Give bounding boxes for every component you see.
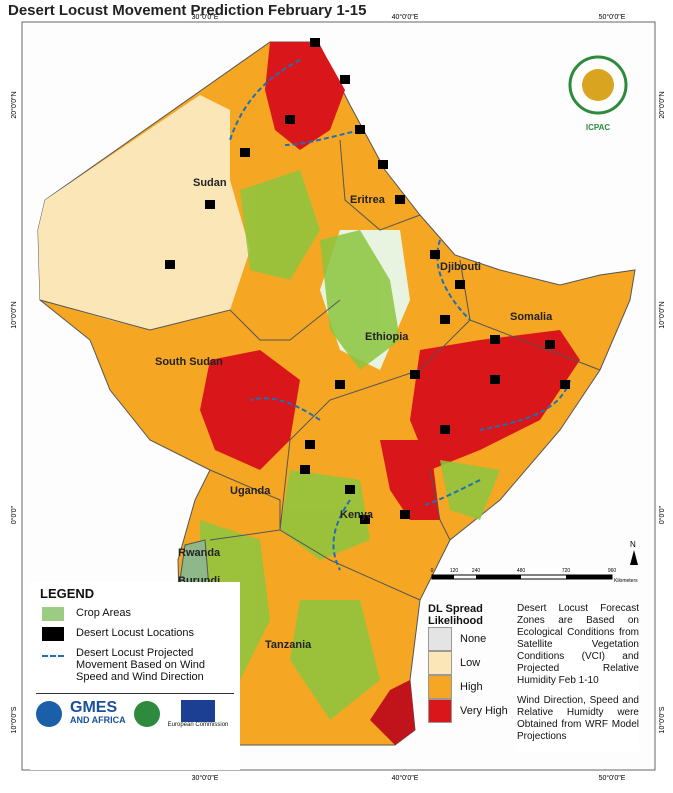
notes: Desert Locust Forecast Zones are Based o… <box>517 603 639 751</box>
scale-tick: 720 <box>562 568 571 574</box>
legend: LEGEND Crop Areas Desert Locust Location… <box>30 582 240 770</box>
very-high-zone <box>370 680 415 745</box>
graticule-label: 0°0'0" <box>10 505 18 524</box>
note: Wind Direction, Speed and Relative Humid… <box>517 695 639 742</box>
legend-item: Desert Locust Locations <box>42 627 240 641</box>
graticule-label: 30°0'0"E <box>192 774 219 782</box>
legend-item: Crop Areas <box>42 607 240 621</box>
scale-unit: Kilometers <box>614 578 638 584</box>
gmes-sub: AND AFRICA <box>70 715 126 725</box>
spread-class: None <box>428 627 514 651</box>
legend-title: LEGEND <box>40 586 95 601</box>
icpac-text: ICPAC <box>586 123 611 132</box>
very-high-zone <box>200 350 300 470</box>
spread-label: None <box>460 633 487 645</box>
logo-strip: GMES AND AFRICA European Commission <box>36 693 234 728</box>
graticule-label: 20°0'0"N <box>10 91 18 118</box>
very-high-zone <box>380 440 440 520</box>
north-arrow: N <box>630 540 636 549</box>
country-label: Ethiopia <box>365 331 409 343</box>
graticule-label: 40°0'0"E <box>392 13 419 21</box>
graticule-label: 40°0'0"E <box>392 774 419 782</box>
spread-class: Very High <box>428 699 514 723</box>
spread-legend-title: DL Spread Likelihood <box>428 603 483 627</box>
country-label: Eritrea <box>350 194 386 206</box>
spread-label: Very High <box>460 705 508 717</box>
gmes-logo: GMES <box>70 699 118 716</box>
scale-tick: 0 <box>431 568 434 574</box>
graticule-label: 30°0'0"E <box>192 13 219 21</box>
graticule-label: 50°0'0"E <box>599 13 626 21</box>
scale-tick: 240 <box>472 568 481 574</box>
graticule-label: 10°0'0"S <box>10 706 18 733</box>
spread-swatch <box>428 699 452 723</box>
country-label: South Sudan <box>155 356 223 368</box>
legend-label: Desert Locust Projected Movement Based o… <box>76 647 206 683</box>
scale-tick: 480 <box>517 568 526 574</box>
country-label: Rwanda <box>178 547 221 559</box>
locust-markers <box>165 38 570 524</box>
spread-legend: DL Spread Likelihood None Low High Very Hig… <box>428 603 514 723</box>
spread-swatch <box>428 627 452 651</box>
country-label: Somalia <box>510 311 553 323</box>
graticule-label: 50°0'0"E <box>599 774 626 782</box>
sudan-low <box>38 95 250 330</box>
graticule-label: 0°0'0" <box>658 505 666 524</box>
scale-tick: 960 <box>608 568 617 574</box>
spread-swatch <box>428 675 452 699</box>
country-label: Kenya <box>340 509 374 521</box>
spread-label: High <box>460 681 483 693</box>
ec-logo: European Commission <box>167 722 229 728</box>
country-label: Tanzania <box>265 639 312 651</box>
very-high-zone <box>410 330 580 470</box>
scale-bar <box>431 550 638 580</box>
legend-label: Desert Locust Locations <box>76 627 195 639</box>
graticule-label: 20°0'0"N <box>658 91 666 118</box>
graticule-label: 10°0'0"S <box>658 706 666 733</box>
country-label: Sudan <box>193 177 227 189</box>
country-label: Djibouti <box>440 261 481 273</box>
movement-arrows <box>229 59 571 571</box>
spread-swatch <box>428 651 452 675</box>
icpac-logo-core <box>582 69 614 101</box>
note: Desert Locust Forecast Zones are Based o… <box>517 603 639 686</box>
spread-label: Low <box>460 657 481 669</box>
spread-class: High <box>428 675 514 699</box>
graticule-label: 10°0'0"N <box>10 301 18 328</box>
graticule-label: 10°0'0"N <box>658 301 666 328</box>
legend-label: Crop Areas <box>76 607 132 619</box>
scale-tick: 120 <box>450 568 459 574</box>
country-label: Uganda <box>230 485 271 497</box>
legend-item: Desert Locust Projected Movement Based o… <box>42 647 240 683</box>
spread-class: Low <box>428 651 514 675</box>
map-title: Desert Locust Movement Prediction Februa… <box>8 2 367 19</box>
